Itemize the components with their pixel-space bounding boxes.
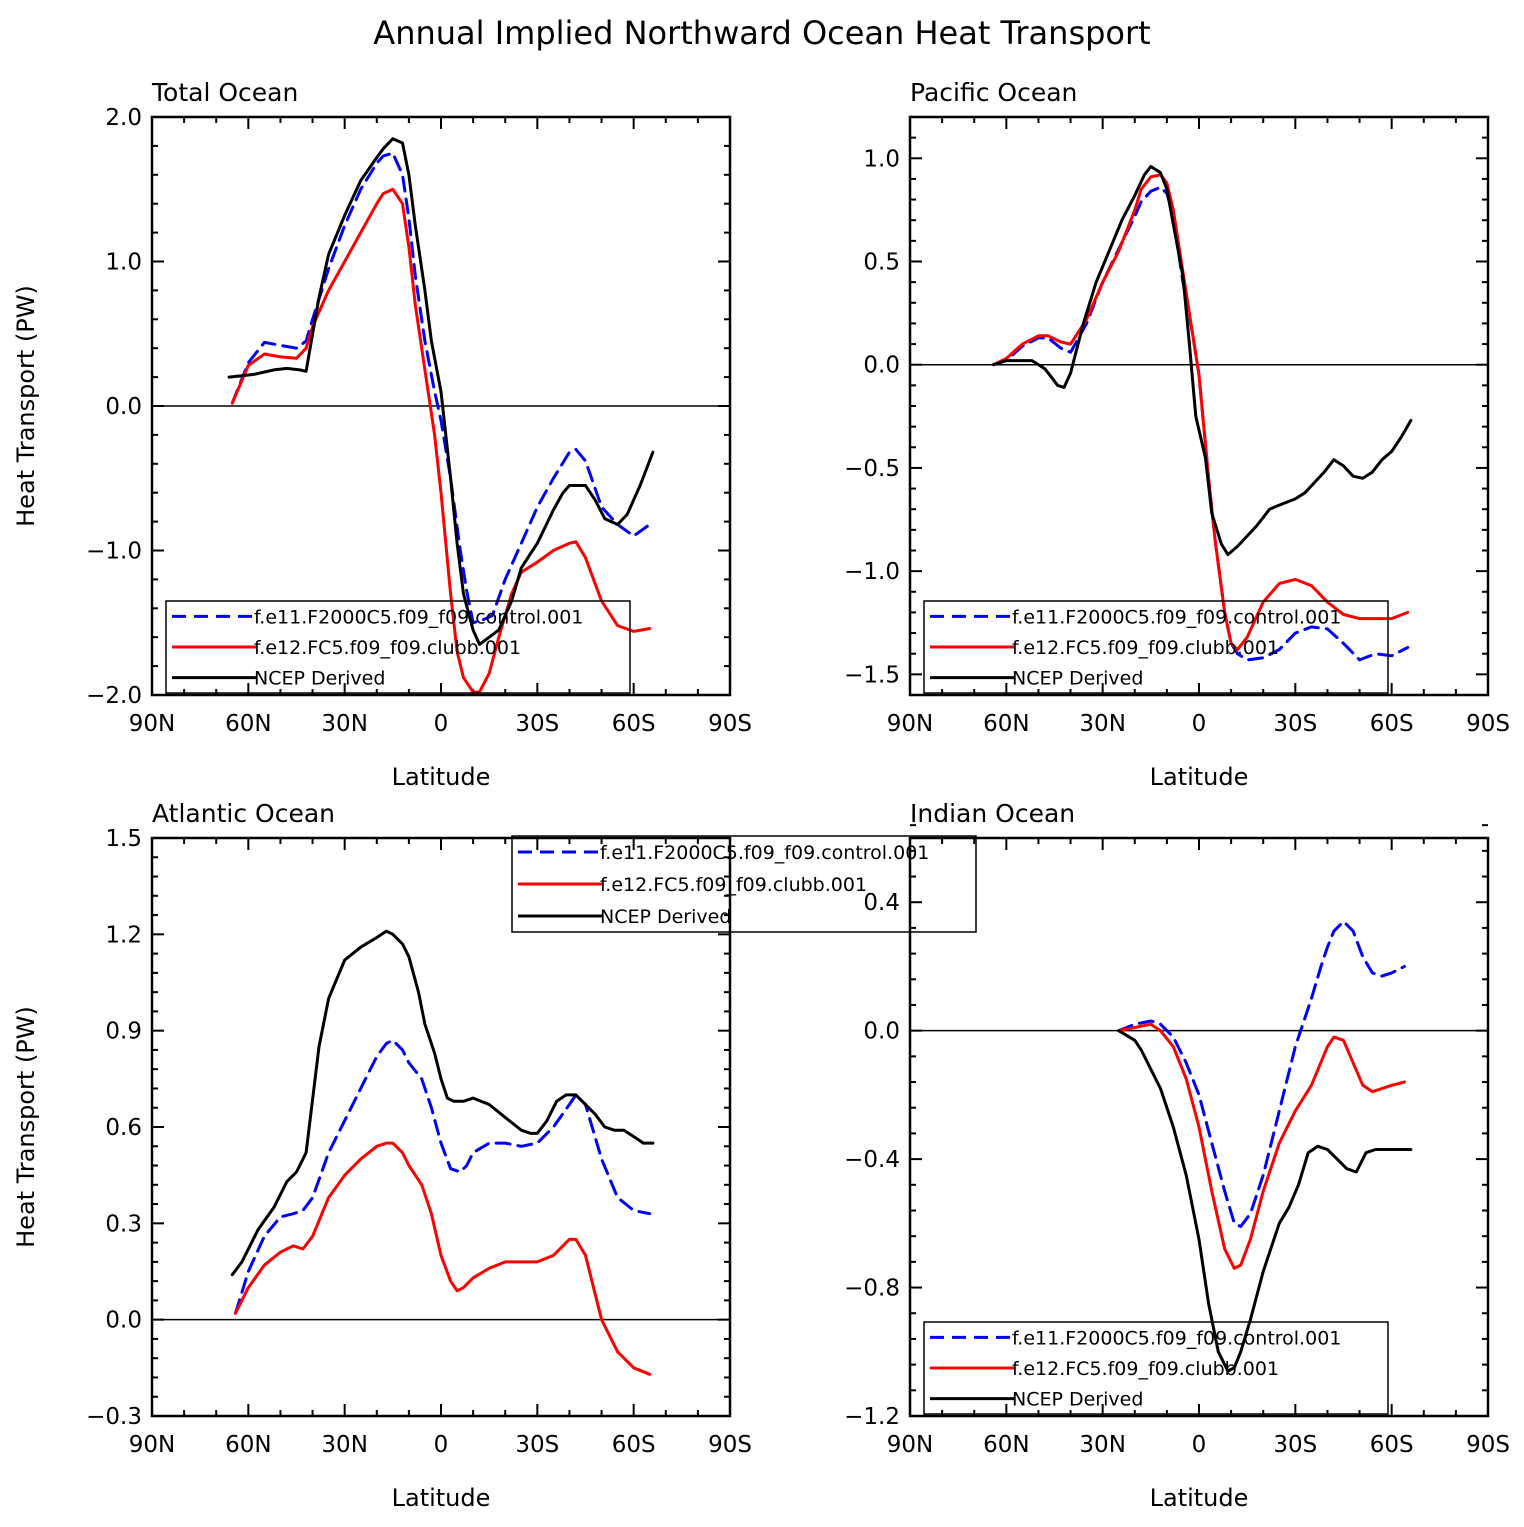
x-tick-label: 0 — [1192, 1432, 1207, 1458]
y-tick-label: −0.8 — [844, 1276, 900, 1302]
y-tick-label: −1.2 — [844, 1404, 900, 1430]
x-tick-label: 90N — [887, 1432, 933, 1458]
x-tick-label: 90S — [708, 1432, 752, 1458]
y-tick-label: −1.0 — [844, 559, 900, 585]
y-tick-label: −0.5 — [844, 456, 900, 482]
series-line-1 — [1117, 920, 1406, 1228]
y-tick-label: 0.5 — [863, 250, 900, 276]
panel-3: Atlantic Ocean 90N 60N 30N 0 30S 60S 90S −0.3 0.0… — [12, 799, 977, 1512]
legend-label-2: f.e12.FC5.f09_f09.clubb.001 — [600, 874, 867, 896]
panel-title: Atlantic Ocean — [152, 799, 335, 828]
x-tick-label: 30S — [1273, 711, 1317, 737]
x-tick-label: 0 — [1192, 711, 1207, 737]
x-axis-label: Latitude — [1150, 1484, 1249, 1512]
legend-label-1: f.e11.F2000C5.f09_f09.control.001 — [1012, 1327, 1341, 1349]
legend-box — [923, 1321, 1389, 1415]
x-tick-label: 30N — [321, 1432, 367, 1458]
x-tick-label: 90S — [1466, 711, 1510, 737]
y-tick-label: 1.0 — [863, 146, 900, 172]
legend-label-2: f.e12.FC5.f09_f09.clubb.001 — [1012, 1358, 1279, 1380]
legend-box — [165, 600, 631, 694]
legend-label-3: NCEP Derived — [254, 668, 385, 690]
legend-label-3: NCEP Derived — [600, 906, 731, 928]
y-tick-label: −2.0 — [86, 683, 142, 709]
legend-label-2: f.e12.FC5.f09_f09.clubb.001 — [1012, 637, 1279, 659]
series-line-2 — [1117, 1022, 1406, 1270]
y-tick-label: −1.5 — [844, 662, 900, 688]
x-tick-label: 30N — [1079, 1432, 1125, 1458]
x-tick-label: 60S — [1370, 1432, 1414, 1458]
x-tick-label: 30N — [1079, 711, 1125, 737]
x-tick-label: 60S — [1370, 711, 1414, 737]
figure-title: Annual Implied Northward Ocean Heat Tran… — [373, 14, 1150, 52]
x-tick-label: 30S — [1273, 1432, 1317, 1458]
x-tick-label: 30S — [515, 711, 559, 737]
y-tick-label: 1.2 — [105, 922, 142, 948]
x-axis-label: Latitude — [392, 1484, 491, 1512]
x-tick-label: 0 — [434, 711, 449, 737]
legend: f.e11.F2000C5.f09_f09.control.001 f.e12.F… — [165, 600, 631, 694]
panel-4: Indian Ocean 90N 60N 30N 0 30S 60S 90S −1.2 −0.8 −… — [844, 799, 1510, 1512]
series-line-2 — [992, 173, 1410, 652]
legend-label-1: f.e11.F2000C5.f09_f09.control.001 — [600, 842, 929, 864]
y-tick-label: 1.5 — [105, 826, 142, 852]
x-tick-label: 60N — [983, 711, 1029, 737]
x-tick-label: 90S — [1466, 1432, 1510, 1458]
x-tick-label: 90N — [129, 1432, 175, 1458]
series-line-1 — [234, 1038, 652, 1315]
y-tick-label: 0.0 — [105, 1308, 142, 1334]
x-axis-label: Latitude — [1150, 763, 1249, 791]
panel-title: Indian Ocean — [910, 799, 1075, 828]
x-tick-label: 60N — [225, 1432, 271, 1458]
legend-label-1: f.e11.F2000C5.f09_f09.control.001 — [1012, 606, 1341, 628]
y-tick-label: 0.0 — [863, 1019, 900, 1045]
legend: f.e11.F2000C5.f09_f09.control.001 f.e12.F… — [511, 835, 977, 933]
y-tick-label: 0.0 — [105, 394, 142, 420]
x-tick-label: 90N — [129, 711, 175, 737]
legend: f.e11.F2000C5.f09_f09.control.001 f.e12.F… — [923, 1321, 1389, 1415]
y-tick-label: 0.4 — [863, 890, 900, 916]
series-line-1 — [230, 151, 652, 625]
x-tick-label: 30S — [515, 1432, 559, 1458]
panel-2: Pacific Ocean 90N 60N 30N 0 30S 60S 90S −1.5 −1.0… — [844, 78, 1510, 791]
legend-box — [511, 835, 977, 933]
x-tick-label: 90S — [708, 711, 752, 737]
y-tick-label: 0.9 — [105, 1019, 142, 1045]
x-tick-label: 60S — [612, 1432, 656, 1458]
x-axis-label: Latitude — [392, 763, 491, 791]
series-line-3 — [230, 929, 655, 1277]
y-tick-label: 0.3 — [105, 1211, 142, 1237]
y-tick-label: 0.6 — [105, 1115, 142, 1141]
legend-label-1: f.e11.F2000C5.f09_f09.control.001 — [254, 606, 583, 628]
x-tick-label: 60S — [612, 711, 656, 737]
legend: f.e11.F2000C5.f09_f09.control.001 f.e12.F… — [923, 600, 1389, 694]
legend-box — [923, 600, 1389, 694]
x-tick-label: 90N — [887, 711, 933, 737]
panel-title: Pacific Ocean — [910, 78, 1077, 107]
y-tick-label: 2.0 — [105, 105, 142, 131]
series-line-2 — [234, 1141, 652, 1376]
x-tick-label: 60N — [983, 1432, 1029, 1458]
y-tick-label: −1.0 — [86, 539, 142, 565]
legend-label-2: f.e12.FC5.f09_f09.clubb.001 — [254, 637, 521, 659]
y-tick-label: 1.0 — [105, 250, 142, 276]
x-tick-label: 30N — [321, 711, 367, 737]
panel-title: Total Ocean — [151, 78, 298, 107]
panel-1: Total Ocean 90N 60N 30N 0 30S 60S 90S −2.0 −1.0 0.… — [12, 78, 752, 791]
legend-label-3: NCEP Derived — [1012, 1389, 1143, 1411]
x-tick-label: 60N — [225, 711, 271, 737]
legend-label-3: NCEP Derived — [1012, 668, 1143, 690]
series-line-3 — [227, 137, 655, 646]
y-tick-label: −0.4 — [844, 1147, 900, 1173]
y-axis-label: Heat Transport (PW) — [12, 285, 40, 527]
y-tick-label: 0.0 — [863, 353, 900, 379]
series-line-3 — [992, 165, 1413, 557]
x-tick-label: 0 — [434, 1432, 449, 1458]
series-line-3 — [1117, 1029, 1413, 1373]
y-axis-label: Heat Transport (PW) — [12, 1006, 40, 1248]
y-tick-label: −0.3 — [86, 1404, 142, 1430]
